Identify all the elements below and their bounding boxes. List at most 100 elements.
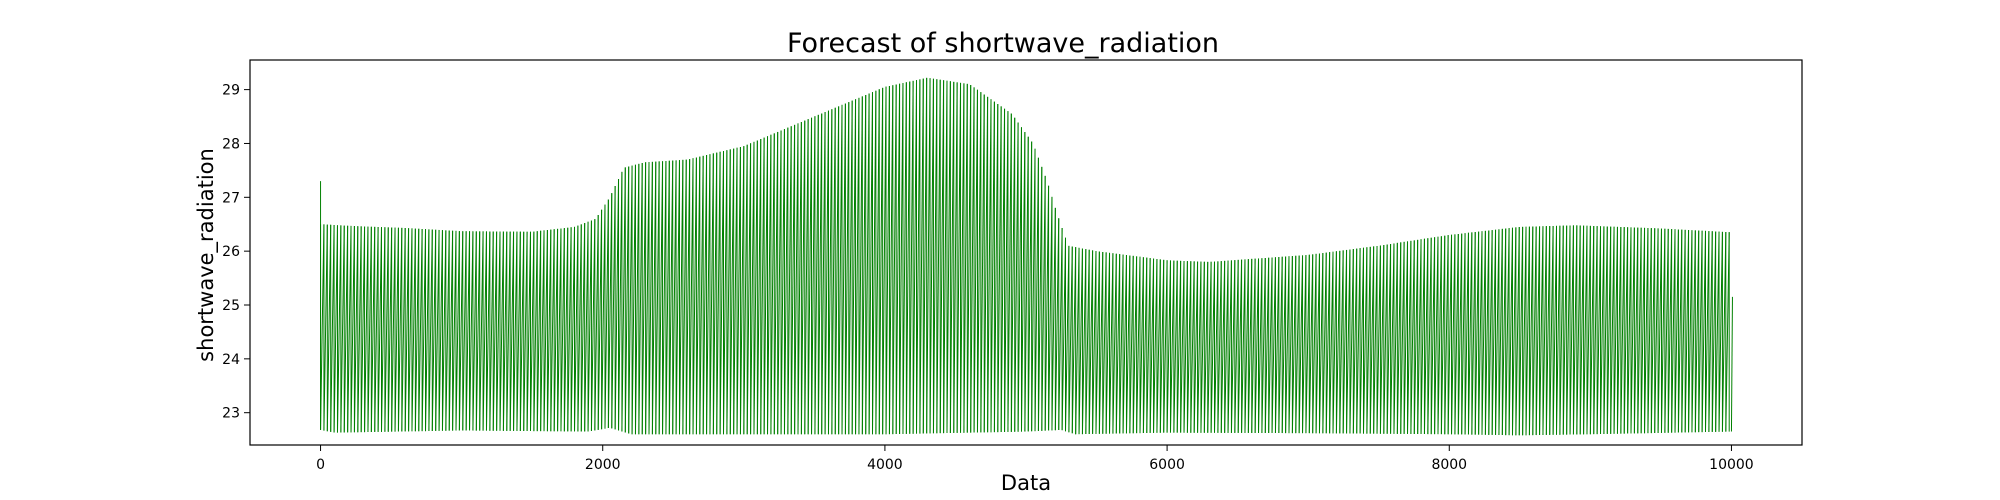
data-segment bbox=[628, 165, 633, 434]
data-segment bbox=[394, 227, 399, 432]
y-tick-label: 27 bbox=[222, 190, 240, 206]
data-segment bbox=[519, 231, 525, 431]
data-segment bbox=[1654, 228, 1659, 434]
data-segment bbox=[1704, 231, 1710, 433]
data-segment bbox=[536, 230, 542, 432]
data-segment bbox=[1721, 231, 1727, 432]
data-segment bbox=[736, 146, 741, 435]
data-segment bbox=[1400, 241, 1405, 434]
data-segment bbox=[1217, 261, 1222, 433]
data-segment bbox=[760, 137, 765, 435]
data-segment bbox=[922, 77, 928, 434]
data-segment bbox=[895, 83, 901, 435]
data-segment bbox=[1027, 141, 1033, 432]
data-segment bbox=[1667, 229, 1673, 433]
data-segment bbox=[472, 231, 477, 431]
data-segment bbox=[411, 228, 416, 432]
data-segment bbox=[1369, 246, 1375, 434]
data-segment bbox=[343, 225, 349, 433]
data-segment bbox=[428, 229, 433, 432]
data-segment bbox=[1308, 254, 1314, 434]
data-segment bbox=[1532, 226, 1537, 436]
data-segment bbox=[1630, 227, 1635, 434]
data-segment bbox=[1495, 229, 1500, 435]
data-segment bbox=[1078, 248, 1083, 435]
data-segment bbox=[1566, 225, 1571, 435]
data-segment bbox=[523, 231, 528, 431]
data-segment bbox=[1085, 249, 1090, 435]
data-segment bbox=[584, 221, 589, 432]
data-segment bbox=[878, 87, 884, 435]
data-segment bbox=[1522, 226, 1527, 436]
data-segment bbox=[408, 228, 413, 432]
data-segment bbox=[824, 110, 829, 435]
data-segment bbox=[855, 97, 860, 435]
data-segment bbox=[1535, 226, 1541, 436]
data-segment bbox=[326, 224, 332, 432]
data-segment bbox=[953, 82, 958, 433]
data-segment bbox=[1559, 225, 1564, 435]
data-segment bbox=[397, 227, 403, 432]
data-segment bbox=[970, 87, 975, 433]
data-segment bbox=[739, 146, 745, 435]
data-segment bbox=[469, 231, 474, 431]
data-segment bbox=[875, 89, 880, 435]
data-segment bbox=[1484, 230, 1490, 435]
data-segment bbox=[1268, 257, 1273, 434]
data-segment bbox=[1166, 260, 1171, 433]
data-segment bbox=[902, 82, 907, 434]
data-segment bbox=[756, 139, 762, 435]
data-segment bbox=[1488, 230, 1493, 435]
data-segment bbox=[1315, 253, 1320, 434]
data-segment bbox=[695, 156, 701, 435]
series-shortwave_radiation bbox=[320, 77, 1733, 436]
data-segment bbox=[1159, 259, 1165, 433]
data-segment bbox=[1451, 234, 1456, 435]
data-segment bbox=[1545, 226, 1551, 435]
data-segment bbox=[479, 231, 484, 431]
data-segment bbox=[1081, 249, 1087, 435]
data-segment bbox=[746, 143, 752, 435]
data-segment bbox=[675, 160, 680, 435]
data-segment bbox=[485, 231, 491, 431]
data-segment bbox=[482, 231, 487, 431]
data-segment bbox=[1278, 256, 1283, 434]
data-segment bbox=[1660, 228, 1666, 433]
data-segment bbox=[1261, 257, 1266, 433]
data-segment bbox=[868, 92, 873, 435]
data-segment bbox=[333, 225, 338, 433]
data-segment bbox=[1037, 166, 1043, 431]
data-segment bbox=[1014, 122, 1019, 432]
data-segment bbox=[1413, 239, 1419, 434]
data-segment bbox=[1119, 254, 1124, 434]
data-segment bbox=[1142, 257, 1148, 434]
data-segment bbox=[590, 219, 596, 432]
data-segment bbox=[662, 160, 667, 435]
data-segment bbox=[1562, 225, 1568, 435]
data-segment bbox=[723, 150, 728, 435]
data-segment bbox=[1640, 227, 1646, 434]
x-tick-label: 2000 bbox=[585, 457, 621, 473]
data-segment bbox=[939, 80, 945, 434]
data-segment bbox=[1474, 231, 1480, 435]
data-segment bbox=[916, 79, 921, 434]
data-segment bbox=[648, 161, 653, 435]
data-segment bbox=[1644, 228, 1649, 434]
data-segment bbox=[1041, 175, 1046, 431]
data-segment bbox=[435, 229, 440, 431]
data-segment bbox=[750, 141, 755, 435]
data-segment bbox=[347, 225, 352, 433]
data-segment bbox=[1332, 251, 1337, 434]
data-segment bbox=[1088, 250, 1094, 434]
data-segment bbox=[1098, 251, 1104, 434]
data-segment bbox=[1583, 225, 1588, 435]
data-segment bbox=[1207, 261, 1212, 433]
y-tick-label: 29 bbox=[222, 83, 240, 99]
data-segment bbox=[1071, 247, 1077, 434]
data-segment bbox=[1677, 229, 1683, 433]
data-segment bbox=[973, 89, 978, 433]
data-segment bbox=[932, 79, 938, 434]
data-segment bbox=[1356, 248, 1361, 434]
data-segment bbox=[834, 106, 840, 435]
data-segment bbox=[1007, 113, 1012, 432]
